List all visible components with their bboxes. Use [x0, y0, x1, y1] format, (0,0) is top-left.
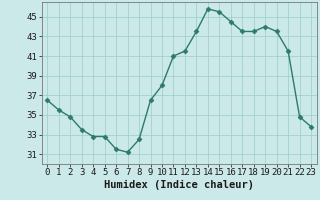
X-axis label: Humidex (Indice chaleur): Humidex (Indice chaleur) — [104, 180, 254, 190]
